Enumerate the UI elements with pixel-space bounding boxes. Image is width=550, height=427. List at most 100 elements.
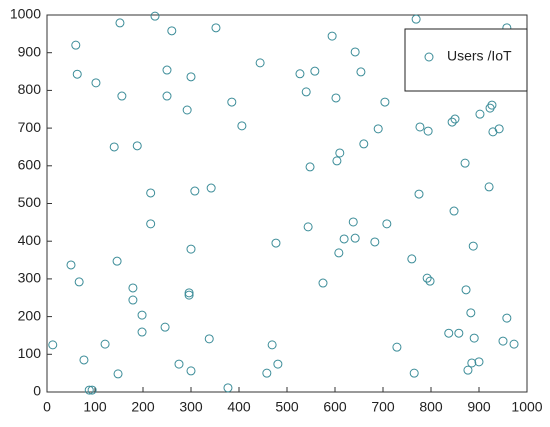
x-tick-label: 400 [227, 399, 251, 415]
point [339, 234, 349, 244]
point [227, 97, 237, 107]
point [174, 359, 184, 369]
point [48, 340, 58, 350]
point [409, 368, 419, 378]
point [370, 237, 380, 247]
point [91, 78, 101, 88]
point [184, 290, 194, 300]
point [467, 358, 477, 368]
point [454, 328, 464, 338]
y-tick-label: 300 [18, 270, 42, 286]
point [468, 241, 478, 251]
point [444, 328, 454, 338]
point [117, 91, 127, 101]
point [271, 238, 281, 248]
point [301, 87, 311, 97]
point [331, 93, 341, 103]
point [150, 11, 160, 21]
point [474, 357, 484, 367]
point [162, 65, 172, 75]
point [87, 385, 97, 395]
point [466, 308, 476, 318]
x-tick-label: 800 [419, 399, 443, 415]
point [71, 40, 81, 50]
point [113, 369, 123, 379]
point [162, 91, 172, 101]
point [273, 359, 283, 369]
point [255, 58, 265, 68]
point [350, 47, 360, 57]
y-tick-label: 800 [18, 81, 42, 97]
point [160, 322, 170, 332]
point [463, 365, 473, 375]
legend-box [404, 28, 528, 92]
point [348, 217, 358, 227]
point [186, 366, 196, 376]
x-tick-label: 600 [323, 399, 347, 415]
point [461, 285, 471, 295]
point [411, 14, 421, 24]
point [184, 288, 194, 298]
point [450, 114, 460, 124]
point [487, 100, 497, 110]
x-tick-label: 200 [131, 399, 155, 415]
y-tick-label: 700 [18, 119, 42, 135]
point [204, 334, 214, 344]
legend-marker [424, 52, 434, 62]
point [460, 158, 470, 168]
point [310, 66, 320, 76]
point [509, 339, 519, 349]
point [137, 310, 147, 320]
point [373, 124, 383, 134]
x-tick-label: 0 [43, 399, 51, 415]
point [115, 18, 125, 28]
point [327, 31, 337, 41]
point [186, 244, 196, 254]
legend-label: Users /IoT [447, 48, 512, 64]
point [415, 122, 425, 132]
point [237, 121, 247, 131]
point [332, 156, 342, 166]
point [74, 277, 84, 287]
point [414, 189, 424, 199]
y-tick-label: 200 [18, 307, 42, 323]
point [112, 256, 122, 266]
point [359, 139, 369, 149]
point [350, 233, 360, 243]
y-tick-label: 400 [18, 232, 42, 248]
point [167, 26, 177, 36]
point [109, 142, 119, 152]
point [425, 276, 435, 286]
point [392, 342, 402, 352]
point [295, 69, 305, 79]
point [305, 162, 315, 172]
point [79, 355, 89, 365]
point [485, 103, 495, 113]
point [475, 109, 485, 119]
point [223, 383, 233, 393]
point [335, 148, 345, 158]
point [72, 69, 82, 79]
point [206, 183, 216, 193]
x-tick-label: 100 [83, 399, 107, 415]
point [447, 117, 457, 127]
x-tick-label: 700 [371, 399, 395, 415]
point [502, 313, 512, 323]
point [128, 283, 138, 293]
point [182, 105, 192, 115]
x-tick-label: 900 [467, 399, 491, 415]
y-tick-label: 0 [33, 383, 41, 399]
point [318, 278, 328, 288]
point [211, 23, 221, 33]
point [128, 295, 138, 305]
point [422, 273, 432, 283]
y-tick-label: 500 [18, 194, 42, 210]
point [488, 127, 498, 137]
point [334, 248, 344, 258]
y-tick-label: 900 [18, 43, 42, 59]
point [407, 254, 417, 264]
point [146, 219, 156, 229]
point [494, 124, 504, 134]
point [84, 385, 94, 395]
point [380, 97, 390, 107]
